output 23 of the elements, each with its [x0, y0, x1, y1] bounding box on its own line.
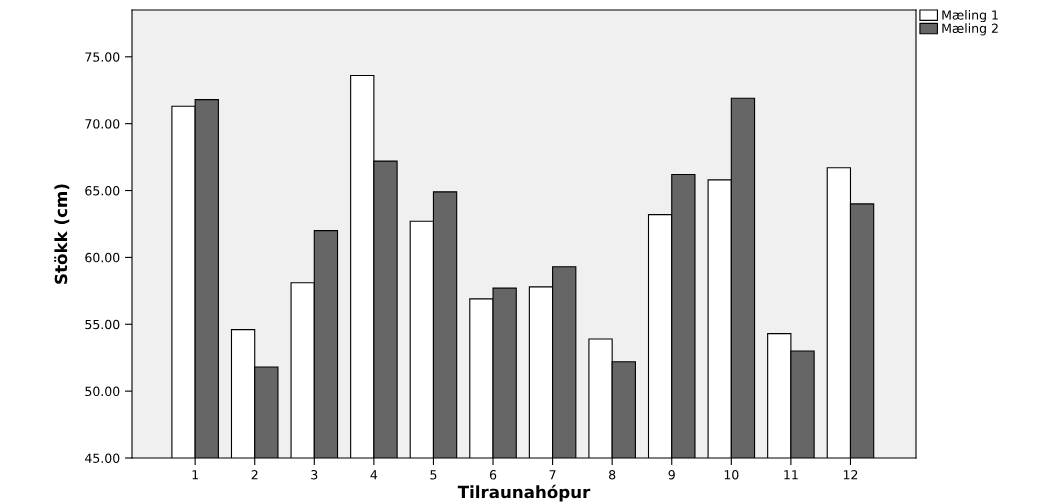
legend-label: Mæling 1: [942, 10, 998, 23]
x-tick-label: 1: [192, 470, 198, 480]
x-tick-label: 4: [370, 470, 378, 480]
legend-label: Mæling 2: [942, 23, 998, 36]
x-tick-label: 12: [843, 470, 858, 480]
y-tick-label: 65.00: [85, 186, 120, 196]
x-tick-label: 9: [668, 470, 675, 480]
y-tick-label: 50.00: [85, 386, 120, 397]
y-tick-label: 70.00: [85, 119, 120, 129]
y-tick-label: 75.00: [85, 52, 120, 62]
x-tick-label: 10: [724, 470, 739, 480]
x-tick-label: 3: [311, 470, 318, 480]
x-tick-label: 2: [251, 470, 258, 480]
x-tick-label: 6: [489, 470, 497, 480]
x-tick-label: 5: [430, 470, 437, 480]
x-tick-label: 7: [549, 470, 556, 480]
x-tick-label: 8: [609, 470, 616, 480]
x-tick-label: 11: [784, 470, 798, 480]
y-tick-label: 60.00: [85, 252, 120, 263]
y-tick-label: 45.00: [85, 453, 120, 463]
x-axis-title: Tilraunahópur: [457, 484, 591, 502]
y-tick-label: 55.00: [85, 319, 120, 330]
y-axis-title: Stökk (cm): [54, 184, 70, 284]
